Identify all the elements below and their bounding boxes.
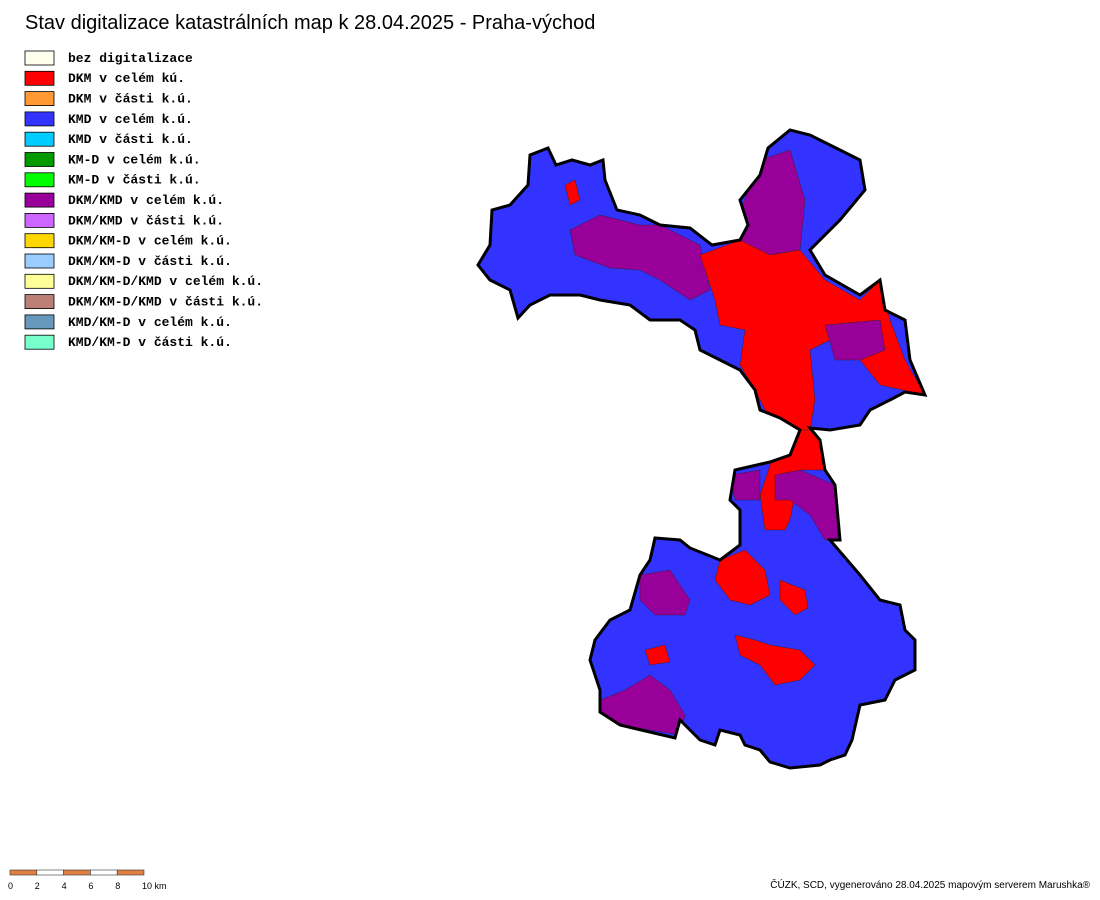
region-dkm-kmd (729, 469, 761, 501)
legend-swatch (24, 70, 55, 86)
legend-swatch (24, 314, 55, 330)
map-title: Stav digitalizace katastrálních map k 28… (25, 12, 595, 34)
legend-swatch (24, 334, 55, 350)
legend-label: DKM v části k.ú. (68, 92, 193, 107)
region-dkm (714, 549, 771, 606)
scale-label: 2 (35, 881, 40, 891)
scale-bar: 0 2 4 6 8 10 km (8, 869, 167, 891)
attribution: ČÚZK, SCD, vygenerováno 28.04.2025 mapov… (770, 878, 1090, 891)
legend-swatch (24, 152, 55, 167)
legend-label: KMD/KM-D v části k.ú. (68, 335, 232, 350)
legend-label: DKM/KM-D v celém k.ú. (68, 234, 232, 249)
legend-swatch (24, 192, 55, 208)
scale-segment (36, 869, 64, 876)
legend-swatch (24, 50, 55, 66)
legend-swatch (24, 212, 55, 228)
legend-swatch (24, 273, 55, 289)
region-dkm-kmd (569, 214, 711, 301)
legend-label: KMD v části k.ú. (68, 132, 193, 147)
scale-label: 4 (62, 881, 67, 891)
legend: bez digitalizace DKM v celém kú. DKM v čás… (24, 50, 263, 350)
legend-label: DKM/KM-D/KMD v celém k.ú. (68, 274, 263, 289)
map-regions (478, 130, 925, 768)
legend-label: DKM/KM-D/KMD v části k.ú. (68, 295, 263, 310)
legend-label: DKM v celém kú. (68, 71, 185, 86)
legend-swatch (24, 131, 55, 147)
legend-label: DKM/KM-D v části k.ú. (68, 254, 232, 269)
scale-segment (90, 869, 118, 876)
scale-segment (116, 869, 145, 876)
region-dkm (644, 644, 671, 666)
legend-swatch (24, 91, 55, 106)
scale-label: 10 km (142, 881, 167, 891)
legend-label: DKM/KMD v části k.ú. (68, 213, 224, 228)
legend-swatch (24, 253, 55, 269)
legend-label: bez digitalizace (68, 51, 193, 66)
region-dkm (734, 634, 816, 686)
scale-label: 6 (88, 881, 93, 891)
legend-swatch (24, 233, 55, 249)
legend-label: KMD v celém k.ú. (68, 112, 193, 127)
region-dkm-kmd (824, 319, 886, 361)
legend-swatch (24, 294, 55, 310)
region-dkm-kmd (734, 149, 806, 256)
scale-label: 8 (115, 881, 120, 891)
legend-swatch (24, 172, 55, 188)
legend-label: KM-D v části k.ú. (68, 173, 201, 188)
legend-label: KMD/KM-D v celém k.ú. (68, 315, 232, 330)
region-dkm-kmd (639, 569, 691, 616)
region-kmd (478, 130, 925, 768)
legend-label: KM-D v celém k.ú. (68, 152, 201, 167)
scale-segment (9, 869, 38, 876)
region-dkm-kmd (774, 469, 839, 541)
region-dkm (779, 579, 809, 616)
scale-label: 0 (8, 881, 13, 891)
scale-segment (63, 869, 91, 876)
legend-label: DKM/KMD v celém k.ú. (68, 193, 224, 208)
region-dkm (564, 179, 581, 206)
legend-swatch (24, 111, 55, 127)
